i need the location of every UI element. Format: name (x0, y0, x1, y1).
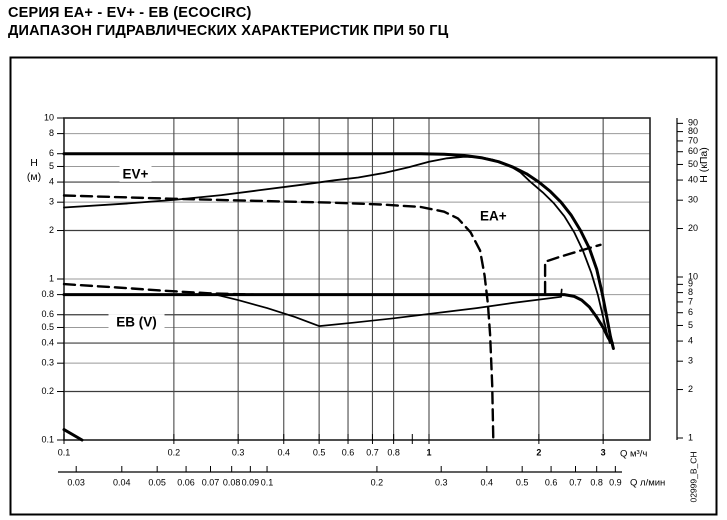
y-tick-label-kpa-3: 3 (688, 356, 693, 366)
x-tick-label-m3h-0.4: 0.4 (277, 447, 290, 457)
small-pump-dashed-curve (62, 194, 495, 442)
region-label-ea: EA+ (480, 209, 507, 224)
x-tick-label-lmin-0.04: 0.04 (113, 477, 131, 487)
page-title: СЕРИЯ EA+ - EV+ - EB (ECOCIRC) ДИАПАЗОН … (8, 4, 448, 40)
region-label-bg (108, 314, 165, 331)
x-axis-title-m3h: Q м³/ч (620, 449, 647, 460)
y-tick-label-kpa-20: 20 (688, 223, 698, 233)
ea-plus-max-curve (63, 155, 611, 345)
x-tick-label-m3h-1: 1 (426, 447, 431, 457)
y-tick-label-m-6: 6 (49, 148, 54, 158)
y-tick-label-m-1: 1 (49, 273, 54, 283)
eb-v-max-curve (62, 293, 614, 345)
x-axis-m3h: 0.1 0.2 0.3 0.4 0.5 0.6 0.7 0.8 1 2 3 Q м³/ч (58, 434, 647, 460)
watermark-code: 02999_B_CH (688, 451, 698, 502)
y-tick-label-kpa-30: 30 (688, 195, 698, 205)
y-tick-label-kpa-60: 60 (688, 146, 698, 156)
x-tick-label-lmin-0.4: 0.4 (481, 477, 494, 487)
y-tick-label-kpa-70: 70 (688, 135, 698, 145)
x-tick-label-lmin-0.3: 0.3 (435, 477, 448, 487)
y-tick-label-m-0.8: 0.8 (41, 289, 54, 299)
x-tick-label-lmin-0.03: 0.03 (67, 477, 85, 487)
ev-plus-max-curve (62, 152, 615, 350)
curves (62, 152, 615, 442)
y-tick-label-kpa-80: 80 (688, 126, 698, 136)
x-tick-label-lmin-0.7: 0.7 (569, 477, 582, 487)
x-tick-label-lmin-0.06: 0.06 (177, 477, 195, 487)
y-axis-title-m-2: (м) (27, 171, 41, 183)
y-tick-label-kpa-4: 4 (688, 335, 693, 345)
x-tick-label-lmin-0.05: 0.05 (148, 477, 166, 487)
eb-v-step-segment (560, 288, 563, 298)
eb-v-min-curve (214, 293, 562, 327)
y-tick-label-m-0.5: 0.5 (41, 322, 54, 332)
x-tick-label-m3h-0.2: 0.2 (168, 447, 181, 457)
region-label-bg (477, 208, 510, 225)
y-tick-label-m-0.2: 0.2 (41, 386, 54, 396)
y-tick-label-m-8: 8 (49, 128, 54, 138)
y-tick-label-m-2: 2 (49, 225, 54, 235)
dashed-step-right-curve (543, 243, 602, 295)
x-tick-label-lmin-0.2: 0.2 (371, 477, 384, 487)
y-tick-label-m-10: 10 (44, 112, 54, 122)
y-tick-label-kpa-9: 9 (688, 279, 693, 289)
gridlines (64, 118, 650, 440)
x-tick-label-lmin-0.6: 0.6 (545, 477, 558, 487)
y-tick-label-m-0.4: 0.4 (41, 337, 54, 347)
y-tick-label-kpa-8: 8 (688, 287, 693, 297)
x-tick-label-lmin-0.1: 0.1 (261, 477, 274, 487)
x-tick-label-m3h-0.8: 0.8 (387, 447, 400, 457)
x-tick-label-m3h-3: 3 (601, 447, 606, 457)
x-tick-label-lmin-0.5: 0.5 (516, 477, 529, 487)
y-tick-label-kpa-2: 2 (688, 384, 693, 394)
x-tick-label-m3h-0.1: 0.1 (58, 447, 71, 457)
figure-border (9, 56, 718, 516)
y-axis-m: 10 8 6 5 4 3 2 1 0.8 0.6 0.5 0.4 0.3 0.2 0.1 H (м) (27, 112, 64, 444)
y-tick-label-m-0.6: 0.6 (41, 309, 54, 319)
x-tick-label-m3h-2: 2 (536, 447, 541, 457)
region-label-ebv: EB (V) (116, 315, 157, 330)
dashed-low-left-curve (62, 282, 255, 296)
region-labels: EV+ EA+ EB (V) (108, 165, 510, 331)
y-tick-label-m-5: 5 (49, 161, 54, 171)
region-label-ev: EV+ (123, 166, 149, 181)
x-tick-label-lmin-0.08: 0.08 (223, 477, 241, 487)
y-tick-label-m-4: 4 (49, 176, 54, 186)
x-axis-title-lmin: Q л/мин (630, 478, 665, 489)
title-line-1: СЕРИЯ EA+ - EV+ - EB (ECOCIRC) (8, 5, 252, 21)
y-tick-label-kpa-10: 10 (688, 271, 698, 281)
y-tick-label-m-0.3: 0.3 (41, 358, 54, 368)
y-tick-label-kpa-90: 90 (688, 118, 698, 128)
y-tick-label-kpa-7: 7 (688, 296, 693, 306)
y-axis-title-m-1: H (30, 157, 38, 169)
y-tick-label-kpa-6: 6 (688, 307, 693, 317)
x-tick-label-lmin-0.07: 0.07 (202, 477, 220, 487)
x-tick-label-m3h-0.5: 0.5 (313, 447, 326, 457)
x-tick-label-lmin-0.09: 0.09 (242, 477, 260, 487)
y-tick-label-kpa-40: 40 (688, 174, 698, 184)
x-tick-label-m3h-0.6: 0.6 (342, 447, 355, 457)
corner-stub-segment (62, 428, 84, 442)
region-label-bg (119, 165, 152, 182)
x-tick-label-m3h-0.3: 0.3 (232, 447, 245, 457)
x-axis-lmin: 0.03 0.04 0.05 0.06 0.07 0.08 0.09 0.1 0.2 0.3 0.4… (58, 466, 665, 489)
x-tick-label-lmin-0.8: 0.8 (590, 477, 603, 487)
y-tick-label-kpa-1: 1 (688, 432, 693, 442)
y-tick-label-m-3: 3 (49, 197, 54, 207)
y-tick-label-kpa-50: 50 (688, 159, 698, 169)
y-axis-title-kpa: H (кПа) (698, 147, 710, 182)
x-tick-label-lmin-0.9: 0.9 (609, 477, 622, 487)
x-tick-label-m3h-0.7: 0.7 (366, 447, 379, 457)
title-line-2: ДИАПАЗОН ГИДРАВЛИЧЕСКИХ ХАРАКТЕРИСТИК ПР… (8, 23, 449, 39)
y-tick-label-kpa-5: 5 (688, 320, 693, 330)
y-tick-label-m-0.1: 0.1 (41, 434, 54, 444)
